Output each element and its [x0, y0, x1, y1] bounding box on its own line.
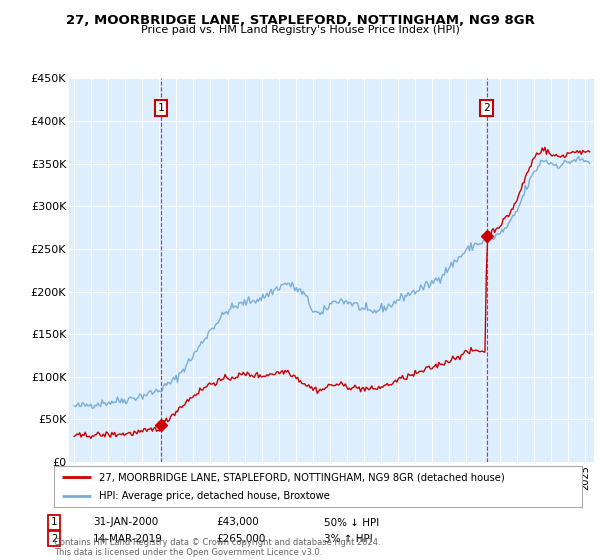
Text: Price paid vs. HM Land Registry's House Price Index (HPI): Price paid vs. HM Land Registry's House … [140, 25, 460, 35]
Text: 14-MAR-2019: 14-MAR-2019 [93, 534, 163, 544]
Text: 1: 1 [157, 103, 164, 113]
Text: 2: 2 [51, 534, 57, 544]
Text: Contains HM Land Registry data © Crown copyright and database right 2024.
This d: Contains HM Land Registry data © Crown c… [54, 538, 380, 557]
Text: 1: 1 [51, 517, 57, 528]
Text: 27, MOORBRIDGE LANE, STAPLEFORD, NOTTINGHAM, NG9 8GR: 27, MOORBRIDGE LANE, STAPLEFORD, NOTTING… [65, 14, 535, 27]
Text: 31-JAN-2000: 31-JAN-2000 [93, 517, 158, 528]
Text: 50% ↓ HPI: 50% ↓ HPI [324, 517, 379, 528]
Text: 2: 2 [483, 103, 490, 113]
Text: HPI: Average price, detached house, Broxtowe: HPI: Average price, detached house, Brox… [99, 491, 330, 501]
Text: £265,000: £265,000 [216, 534, 265, 544]
Text: £43,000: £43,000 [216, 517, 259, 528]
Text: 3% ↑ HPI: 3% ↑ HPI [324, 534, 373, 544]
Text: 27, MOORBRIDGE LANE, STAPLEFORD, NOTTINGHAM, NG9 8GR (detached house): 27, MOORBRIDGE LANE, STAPLEFORD, NOTTING… [99, 473, 505, 482]
